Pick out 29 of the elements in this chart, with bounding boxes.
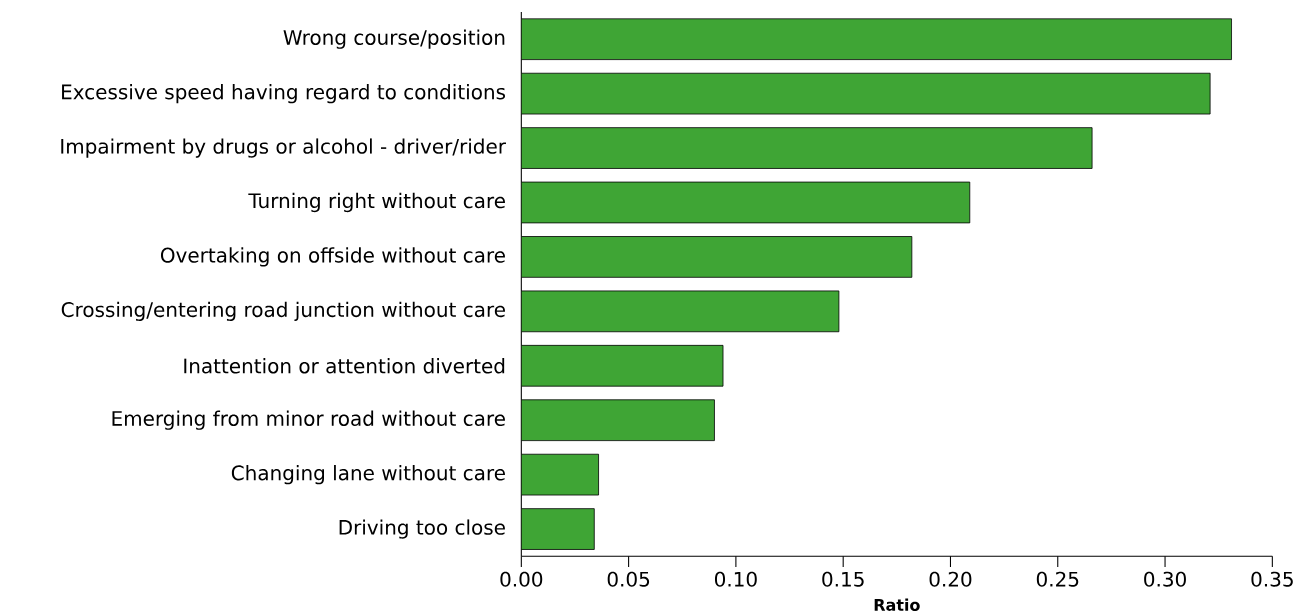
x-tick-label: 0.05 (607, 571, 650, 587)
bar (521, 290, 840, 332)
y-tick-label: Driving too close (339, 519, 505, 539)
y-tick-label: Emerging from minor road without care (112, 410, 505, 430)
x-tick-label: 0.35 (1251, 571, 1293, 587)
y-tick-label: Crossing/entering road junction without care (61, 301, 505, 321)
y-tick-label: Overtaking on offside without care (160, 247, 505, 267)
y-tick-label: Changing lane without care (231, 464, 505, 485)
y-tick-label: Wrong course/position (283, 29, 505, 49)
bar (521, 181, 971, 224)
bar (521, 235, 913, 278)
x-tick-label: 0.10 (714, 571, 757, 587)
bar (521, 508, 595, 550)
bar (521, 72, 1211, 115)
y-tick-label: Turning right without care (248, 192, 505, 212)
x-tick-label: 0.15 (822, 571, 864, 587)
y-tick-label: Inattention or attention diverted (184, 357, 505, 374)
x-tick-label: 0.20 (929, 571, 972, 587)
x-axis-title: Ratio (874, 598, 920, 611)
y-tick-label: Impairment by drugs or alcohol - driver/rider (61, 138, 506, 158)
bar (521, 127, 1093, 169)
x-tick-label: 0.30 (1144, 571, 1186, 587)
x-tick-label: 0.25 (1036, 571, 1079, 587)
bar (521, 18, 1232, 60)
y-tick-label: Excessive speed having regard to conditions (62, 83, 506, 104)
x-tick-label: 0.00 (500, 571, 543, 587)
bar (521, 453, 599, 496)
bar (521, 399, 715, 441)
bar (521, 344, 724, 387)
